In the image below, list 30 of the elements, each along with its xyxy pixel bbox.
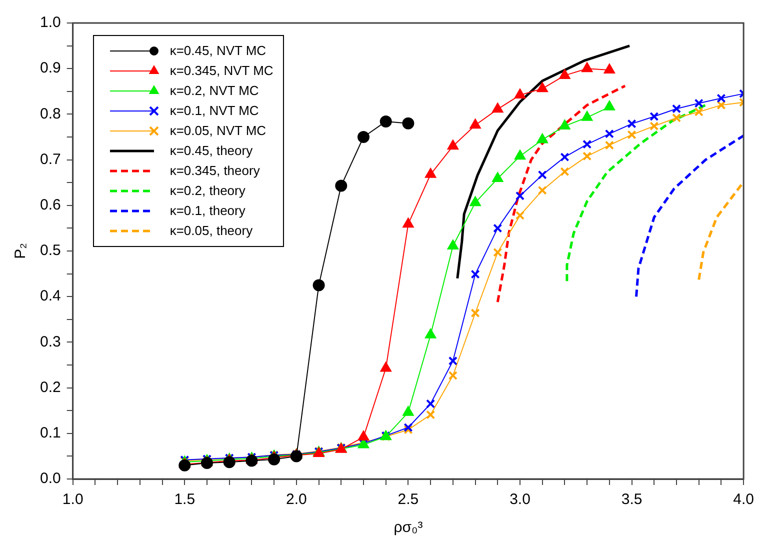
x-tick-label: 3.5 (621, 491, 642, 508)
y-tick-label: 0.8 (40, 105, 61, 122)
y-tick-label: 0.3 (40, 333, 61, 350)
y-axis-title: P₂ (12, 242, 30, 259)
y-tick-label: 1.0 (40, 14, 61, 32)
legend-label: κ=0.345, NVT MC (170, 62, 274, 80)
y-tick-label: 0.4 (40, 288, 61, 305)
y-tick-label: 0.6 (40, 196, 61, 214)
legend-label: κ=0.345, theory (170, 162, 261, 180)
x-tick-label: 2.0 (286, 491, 307, 508)
x-tick-label: 4.0 (733, 491, 754, 508)
y-tick-label: 0.9 (40, 60, 61, 77)
y-tick-label: 0.0 (40, 470, 61, 488)
legend-label: κ=0.2, NVT MC (170, 82, 260, 100)
x-tick-label: 1.0 (62, 491, 84, 508)
legend-label: κ=0.1, NVT MC (170, 102, 260, 120)
legend-label: κ=0.45, NVT MC (170, 42, 268, 60)
y-tick-label: 0.1 (40, 424, 61, 442)
x-axis-title: ρσ₀³ (394, 519, 423, 536)
x-tick-label: 2.5 (398, 491, 419, 508)
legend-label: κ=0.2, theory (170, 182, 246, 200)
legend-label: κ=0.05, NVT MC (170, 122, 268, 140)
x-tick-label: 3.0 (510, 491, 530, 508)
x-tick-label: 1.5 (174, 491, 196, 508)
legend-label: κ=0.05, theory (170, 222, 254, 240)
y-tick-label: 0.5 (40, 242, 61, 260)
legend-label: κ=0.1, theory (170, 202, 246, 220)
legend-label: κ=0.45, theory (170, 142, 254, 160)
y-tick-label: 0.2 (40, 378, 61, 396)
y-tick-label: 0.7 (40, 150, 61, 168)
